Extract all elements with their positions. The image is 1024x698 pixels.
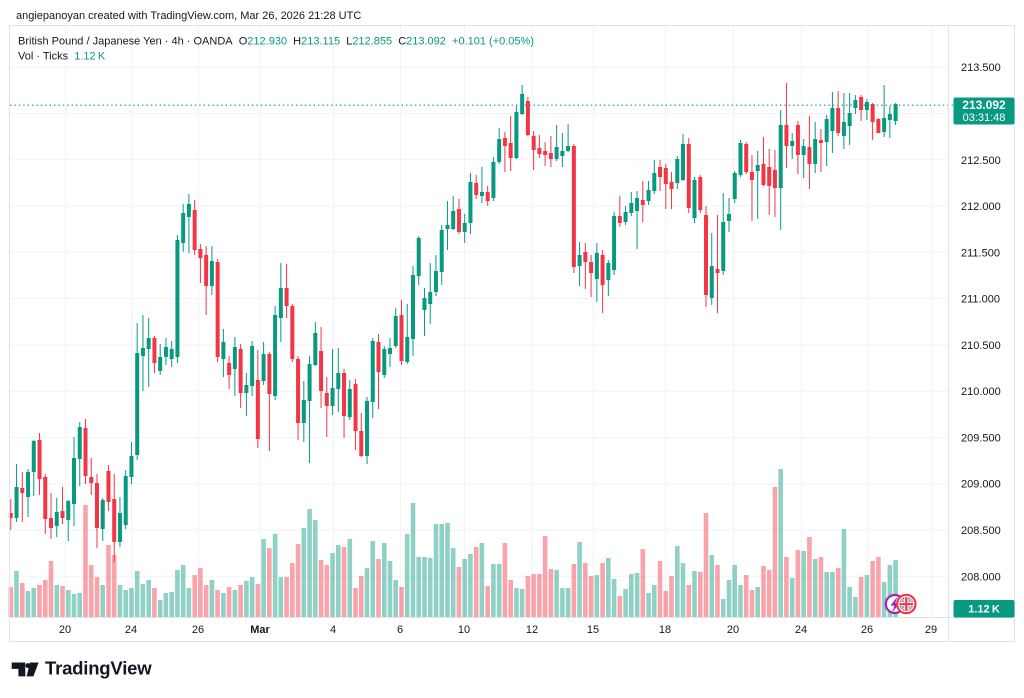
svg-text:213.500: 213.500: [961, 62, 1001, 74]
svg-text:1.12 K: 1.12 K: [968, 604, 1000, 616]
svg-text:Mar: Mar: [250, 624, 270, 636]
svg-text:212.500: 212.500: [961, 155, 1001, 167]
svg-text:6: 6: [397, 624, 403, 636]
svg-text:209.500: 209.500: [961, 432, 1001, 444]
svg-text:26: 26: [192, 624, 204, 636]
svg-text:24: 24: [125, 624, 137, 636]
svg-text:10: 10: [458, 624, 470, 636]
svg-text:20: 20: [727, 624, 739, 636]
svg-text:210.500: 210.500: [961, 340, 1001, 352]
svg-text:angiepanoyan created with Trad: angiepanoyan created with TradingView.co…: [16, 10, 361, 22]
svg-text:208.000: 208.000: [961, 571, 1001, 583]
svg-text:26: 26: [861, 624, 873, 636]
svg-text:03:31:48: 03:31:48: [963, 112, 1006, 124]
svg-text:4: 4: [330, 624, 336, 636]
svg-text:29: 29: [925, 624, 937, 636]
svg-text:18: 18: [659, 624, 671, 636]
svg-text:TradingView: TradingView: [45, 658, 152, 679]
svg-text:12: 12: [526, 624, 538, 636]
svg-text:212.000: 212.000: [961, 201, 1001, 213]
svg-text:210.000: 210.000: [961, 386, 1001, 398]
svg-text:209.000: 209.000: [961, 479, 1001, 491]
svg-text:15: 15: [587, 624, 599, 636]
svg-text:211.000: 211.000: [961, 294, 1000, 306]
svg-text:213.092: 213.092: [962, 98, 1006, 112]
svg-text:Vol · Ticks 1.12 K: Vol · Ticks 1.12 K: [18, 51, 106, 63]
svg-text:British Pound / Japanese Yen ·: British Pound / Japanese Yen · 4h · OAND…: [18, 36, 534, 48]
svg-text:24: 24: [795, 624, 807, 636]
svg-text:211.500: 211.500: [961, 247, 1000, 259]
svg-text:20: 20: [59, 624, 71, 636]
svg-text:208.500: 208.500: [961, 525, 1001, 537]
